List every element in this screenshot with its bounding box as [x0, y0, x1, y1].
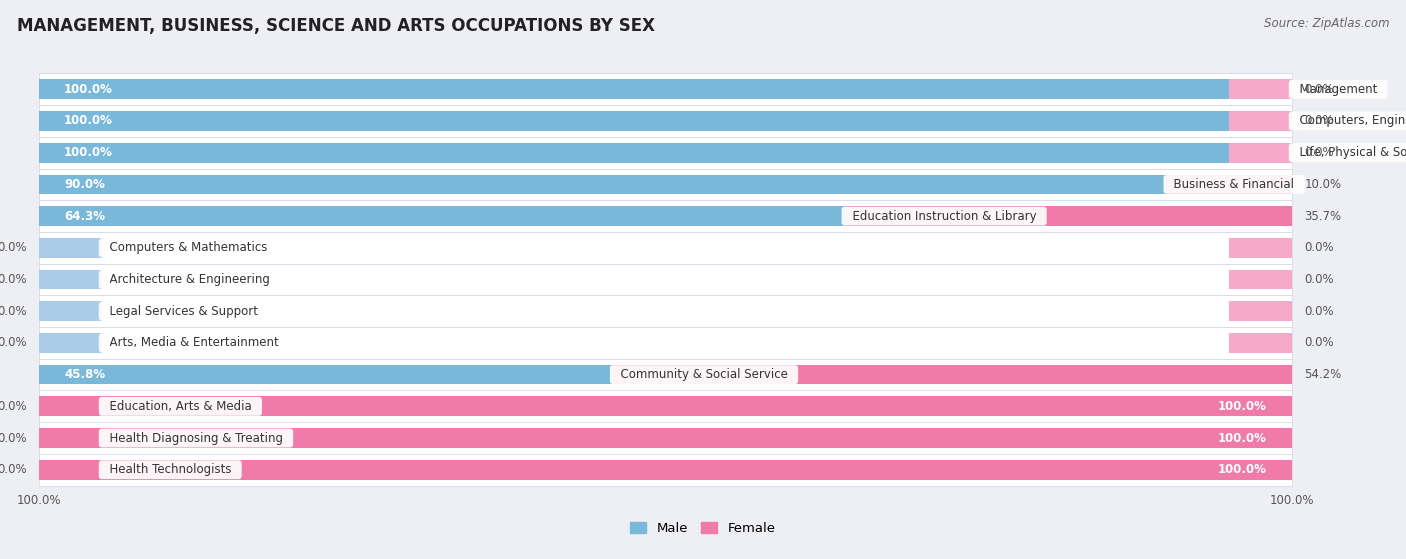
Text: Legal Services & Support: Legal Services & Support — [101, 305, 266, 318]
Bar — [39, 365, 613, 385]
Bar — [39, 206, 845, 226]
Bar — [39, 168, 1292, 200]
Bar — [39, 333, 101, 353]
Text: 100.0%: 100.0% — [1218, 463, 1267, 476]
Bar — [1229, 111, 1292, 131]
Text: 100.0%: 100.0% — [65, 83, 112, 96]
Text: Business & Financial: Business & Financial — [1167, 178, 1302, 191]
Bar — [613, 365, 1292, 385]
Legend: Male, Female: Male, Female — [626, 517, 780, 541]
Bar — [39, 460, 1292, 480]
Text: 35.7%: 35.7% — [1305, 210, 1341, 222]
Text: 90.0%: 90.0% — [65, 178, 105, 191]
Bar — [1229, 333, 1292, 353]
Text: 0.0%: 0.0% — [0, 241, 27, 254]
Bar — [39, 269, 101, 290]
Text: Computers & Mathematics: Computers & Mathematics — [101, 241, 274, 254]
Text: 100.0%: 100.0% — [1218, 432, 1267, 444]
Bar — [39, 143, 1292, 163]
Bar — [39, 295, 1292, 327]
Bar — [39, 359, 1292, 391]
Bar — [1229, 301, 1292, 321]
Bar — [39, 111, 1292, 131]
Bar — [39, 391, 1292, 422]
Text: 64.3%: 64.3% — [65, 210, 105, 222]
Text: 0.0%: 0.0% — [1305, 305, 1334, 318]
Text: 0.0%: 0.0% — [1305, 337, 1334, 349]
Bar — [845, 206, 1292, 226]
Text: 0.0%: 0.0% — [1305, 115, 1334, 127]
Bar — [1229, 269, 1292, 290]
Bar — [39, 301, 101, 321]
Text: Health Technologists: Health Technologists — [101, 463, 239, 476]
Bar — [39, 79, 1292, 99]
Bar — [39, 460, 101, 480]
Text: Health Diagnosing & Treating: Health Diagnosing & Treating — [101, 432, 290, 444]
Text: 45.8%: 45.8% — [65, 368, 105, 381]
Text: Life, Physical & Social Science: Life, Physical & Social Science — [1292, 146, 1406, 159]
Text: 0.0%: 0.0% — [0, 273, 27, 286]
Text: Education Instruction & Library: Education Instruction & Library — [845, 210, 1043, 222]
Text: Community & Social Service: Community & Social Service — [613, 368, 796, 381]
Bar — [39, 174, 1167, 194]
Bar — [1167, 174, 1292, 194]
Bar — [39, 105, 1292, 137]
Text: 100.0%: 100.0% — [1270, 494, 1315, 506]
Text: Arts, Media & Entertainment: Arts, Media & Entertainment — [101, 337, 285, 349]
Bar — [1229, 238, 1292, 258]
Text: 0.0%: 0.0% — [1305, 241, 1334, 254]
Text: 0.0%: 0.0% — [1305, 146, 1334, 159]
Text: Education, Arts & Media: Education, Arts & Media — [101, 400, 259, 413]
Bar — [39, 73, 1292, 105]
Text: 100.0%: 100.0% — [17, 494, 62, 506]
Bar — [39, 200, 1292, 232]
Bar — [39, 422, 1292, 454]
Text: 100.0%: 100.0% — [65, 146, 112, 159]
Bar — [39, 264, 1292, 295]
Text: 54.2%: 54.2% — [1305, 368, 1341, 381]
Bar — [1229, 143, 1292, 163]
Text: MANAGEMENT, BUSINESS, SCIENCE AND ARTS OCCUPATIONS BY SEX: MANAGEMENT, BUSINESS, SCIENCE AND ARTS O… — [17, 17, 655, 35]
Bar — [39, 396, 1292, 416]
Bar — [39, 454, 1292, 486]
Text: Management: Management — [1292, 83, 1385, 96]
Text: 10.0%: 10.0% — [1305, 178, 1341, 191]
Text: Computers, Engineering & Science: Computers, Engineering & Science — [1292, 115, 1406, 127]
Bar — [39, 137, 1292, 168]
Bar — [39, 327, 1292, 359]
Text: 0.0%: 0.0% — [1305, 273, 1334, 286]
Text: 100.0%: 100.0% — [1218, 400, 1267, 413]
Bar — [39, 238, 101, 258]
Bar — [39, 232, 1292, 264]
Bar — [39, 428, 101, 448]
Bar — [39, 428, 1292, 448]
Text: 0.0%: 0.0% — [0, 463, 27, 476]
Bar — [39, 396, 101, 416]
Bar — [1229, 79, 1292, 99]
Text: 0.0%: 0.0% — [0, 432, 27, 444]
Text: 100.0%: 100.0% — [65, 115, 112, 127]
Text: Source: ZipAtlas.com: Source: ZipAtlas.com — [1264, 17, 1389, 30]
Text: Architecture & Engineering: Architecture & Engineering — [101, 273, 277, 286]
Text: 0.0%: 0.0% — [0, 337, 27, 349]
Text: 0.0%: 0.0% — [0, 400, 27, 413]
Text: 0.0%: 0.0% — [0, 305, 27, 318]
Text: 0.0%: 0.0% — [1305, 83, 1334, 96]
